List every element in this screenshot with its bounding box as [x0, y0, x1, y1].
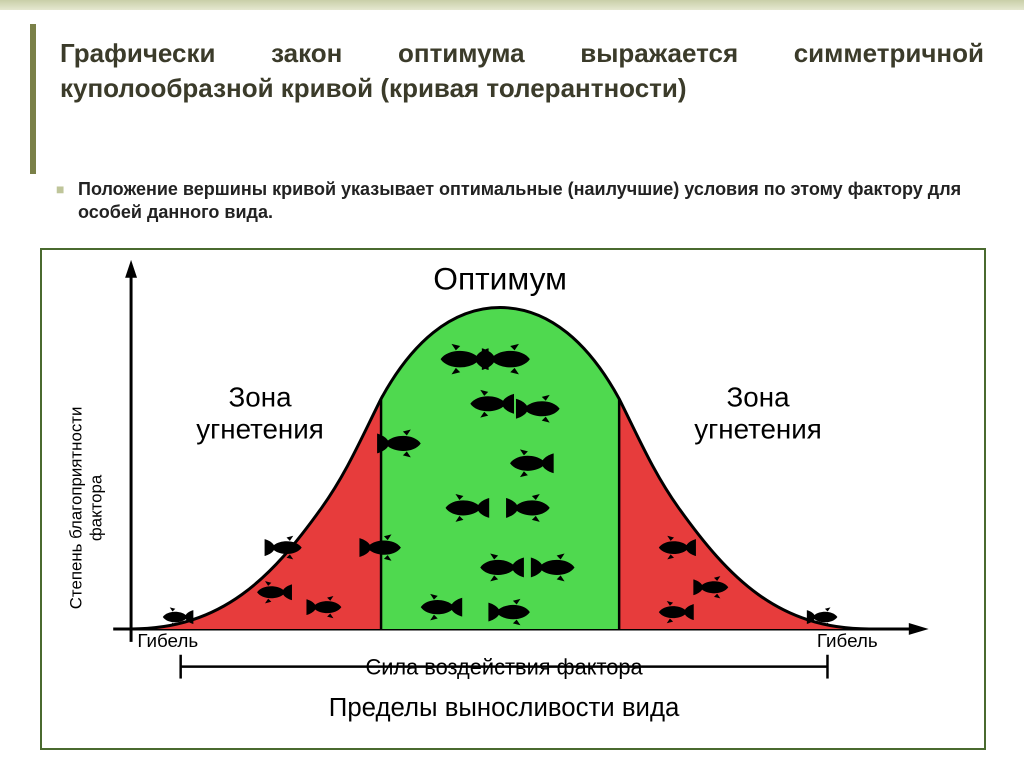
y-axis-label-2: фактора: [86, 474, 105, 541]
zone-right-label-1: Зона: [727, 382, 791, 413]
title-accent-bar: [30, 24, 36, 174]
y-axis-label-1: Степень благоприятности: [66, 407, 85, 610]
slide-bullet: Положение вершины кривой указывает оптим…: [78, 178, 964, 225]
zone-left-label-2: угнетения: [196, 413, 324, 444]
slide-header-bar: [0, 0, 1024, 10]
x-mid-label: Сила воздействия фактора: [365, 655, 643, 680]
zone-right-label-2: угнетения: [694, 413, 822, 444]
death-left-label: Гибель: [137, 630, 198, 651]
y-axis-label-group: Степень благоприятности фактора: [66, 407, 105, 610]
optimum-label: Оптимум: [433, 261, 567, 297]
slide-title: Графически закон оптимума выражается сим…: [60, 36, 984, 106]
zone-left-label-1: Зона: [229, 382, 293, 413]
bottom-label: Пределы выносливости вида: [329, 694, 680, 722]
tolerance-curve-chart: Степень благоприятности фактора Оптимум …: [40, 248, 986, 750]
chart-svg: Степень благоприятности фактора Оптимум …: [42, 250, 984, 748]
death-right-label: Гибель: [817, 630, 878, 651]
